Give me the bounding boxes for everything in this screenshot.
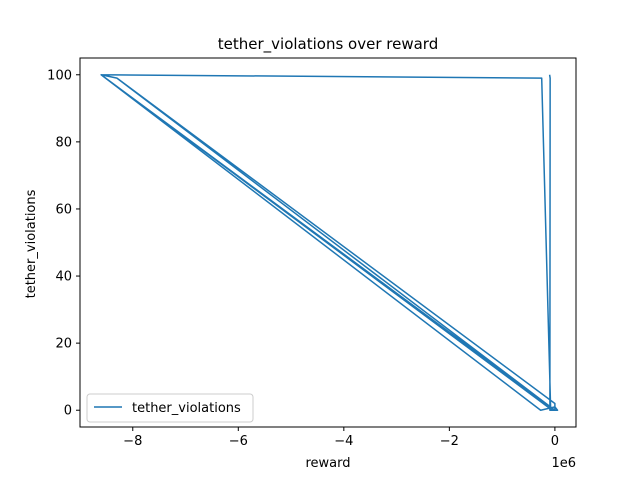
x-tick-label: −6 xyxy=(229,434,248,449)
x-tick-label: −8 xyxy=(123,434,142,449)
y-tick-label: 100 xyxy=(47,68,72,83)
plot-area xyxy=(100,74,559,411)
legend: tether_violations xyxy=(86,393,254,423)
y-axis: 0 20 40 60 80 100 xyxy=(47,68,80,419)
x-axis-offset-label: 1e6 xyxy=(551,456,576,471)
y-tick-label: 40 xyxy=(55,270,72,285)
y-tick-label: 20 xyxy=(55,337,72,352)
legend-label: tether_violations xyxy=(132,401,241,416)
x-axis-label: reward xyxy=(305,456,350,471)
y-tick-label: 80 xyxy=(55,135,72,150)
series-line-0 xyxy=(100,74,559,411)
chart-title: tether_violations over reward xyxy=(218,35,438,54)
x-axis: −8 −6 −4 −2 0 xyxy=(123,427,559,449)
y-tick-label: 60 xyxy=(55,202,72,217)
plot-frame xyxy=(79,57,577,428)
x-tick-label: −2 xyxy=(440,434,459,449)
legend-box xyxy=(86,393,254,423)
x-tick-label: −4 xyxy=(334,434,353,449)
y-tick-label: 0 xyxy=(64,404,72,419)
y-axis-label: tether_violations xyxy=(24,189,39,298)
x-tick-label: 0 xyxy=(551,434,559,449)
